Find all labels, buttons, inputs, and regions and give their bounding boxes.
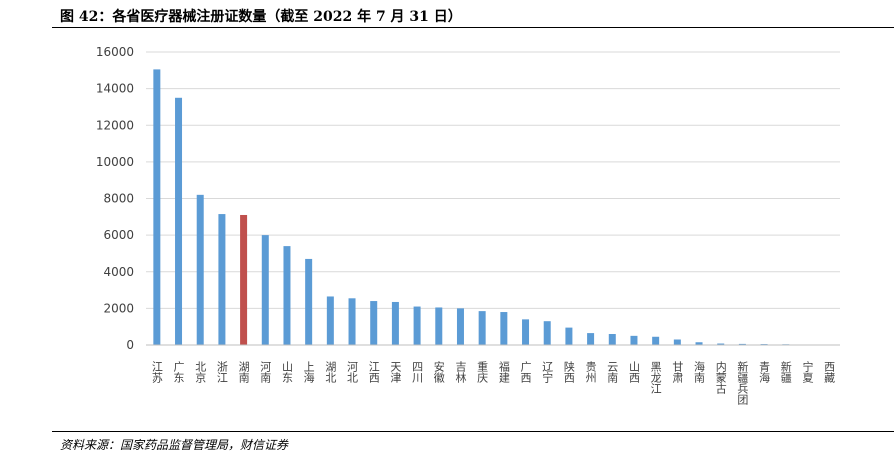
bar-7 <box>305 258 313 345</box>
bar-9 <box>348 298 356 345</box>
x-tick-label: 北京 <box>194 361 207 384</box>
x-tick-label: 四川 <box>411 361 424 383</box>
x-tick-label: 西藏 <box>823 361 836 384</box>
y-tick-label: 2000 <box>103 301 134 315</box>
bar-17 <box>522 319 530 345</box>
bar-0 <box>153 69 161 345</box>
x-tick-label: 青海 <box>758 361 771 384</box>
bar-8 <box>326 296 334 345</box>
x-tick-label: 湖北 <box>324 361 337 383</box>
bar-1 <box>175 97 183 345</box>
x-tick-label: 海南 <box>693 360 706 383</box>
y-tick-label: 16000 <box>96 45 134 59</box>
top-rule <box>52 27 894 28</box>
x-tick-label: 河南 <box>259 361 272 383</box>
x-tick-label: 山西 <box>627 361 640 383</box>
bar-14 <box>456 308 464 345</box>
y-axis-ticks: 0 2000 4000 6000 8000 10000 12000 14000 16000 <box>96 45 134 352</box>
x-tick-label: 黑龙江 <box>649 361 662 394</box>
bar-2 <box>196 194 204 345</box>
x-tick-label: 内蒙古 <box>714 360 727 394</box>
bar-23 <box>652 336 660 345</box>
bar-25 <box>695 342 703 345</box>
y-tick-label: 0 <box>126 338 134 352</box>
bottom-rule <box>52 431 894 432</box>
bar-19 <box>565 327 573 345</box>
bar-26 <box>717 343 725 345</box>
x-tick-label: 宁夏 <box>801 360 814 383</box>
x-tick-label: 新疆兵团 <box>736 360 749 406</box>
x-tick-label: 重庆 <box>476 360 489 384</box>
x-tick-label: 江苏 <box>150 361 163 384</box>
x-tick-label: 福建 <box>497 360 510 384</box>
x-tick-label: 新疆 <box>779 360 792 383</box>
x-tick-label: 陕西 <box>562 360 575 383</box>
y-tick-label: 8000 <box>103 192 134 206</box>
x-tick-label: 天津 <box>389 361 402 383</box>
y-tick-label: 14000 <box>96 82 134 96</box>
x-tick-label: 云南 <box>606 361 619 383</box>
gridlines <box>146 51 840 309</box>
y-tick-label: 4000 <box>103 265 134 279</box>
bar-22 <box>630 335 638 345</box>
x-tick-label: 安徽 <box>432 360 445 384</box>
x-tick-label: 甘肃 <box>671 361 684 384</box>
bar-3 <box>218 214 226 345</box>
bar-5 <box>261 235 269 345</box>
bar-15 <box>478 311 486 345</box>
y-tick-label: 12000 <box>96 118 134 132</box>
figure-title: 图 42：各省医疗器械注册证数量（截至 2022 年 7 月 31 日） <box>60 9 462 25</box>
x-tick-label: 贵州 <box>584 361 597 383</box>
bar-11 <box>391 301 399 345</box>
bar-chart: 0 2000 4000 6000 8000 10000 12000 14000 16000 江苏… <box>96 45 840 406</box>
bar-16 <box>500 312 508 345</box>
bar-13 <box>435 307 443 345</box>
bar-21 <box>608 334 616 345</box>
source-note: 资料来源：国家药品监督管理局，财信证券 <box>60 438 289 452</box>
x-axis-labels: 江苏 广东 北京 浙江 湖南 河南 山东 上海 湖北 河北 江西 天津 四川 安徽 吉林 重庆 福建 广西 辽宁 陕西… <box>150 360 835 406</box>
y-tick-label: 6000 <box>103 228 134 242</box>
x-tick-label: 浙江 <box>215 361 228 383</box>
y-tick-label: 10000 <box>96 155 134 169</box>
x-tick-label: 山东 <box>280 361 293 383</box>
bar-6 <box>283 246 291 345</box>
x-tick-label: 广东 <box>172 361 185 383</box>
x-tick-label: 上海 <box>302 361 315 384</box>
x-tick-label: 湖南 <box>237 361 250 383</box>
x-tick-label: 河北 <box>346 361 359 383</box>
x-tick-label: 吉林 <box>454 361 467 383</box>
bar-24 <box>673 339 681 345</box>
bar-12 <box>413 306 421 345</box>
x-tick-label: 江西 <box>367 361 380 383</box>
bar-20 <box>587 333 595 345</box>
bar-27 <box>738 343 746 345</box>
bar-10 <box>370 301 378 345</box>
bar-18 <box>543 321 551 345</box>
bar-4 <box>240 214 248 345</box>
bars <box>153 69 833 345</box>
x-tick-label: 广西 <box>519 361 532 383</box>
x-tick-label: 辽宁 <box>541 361 554 383</box>
